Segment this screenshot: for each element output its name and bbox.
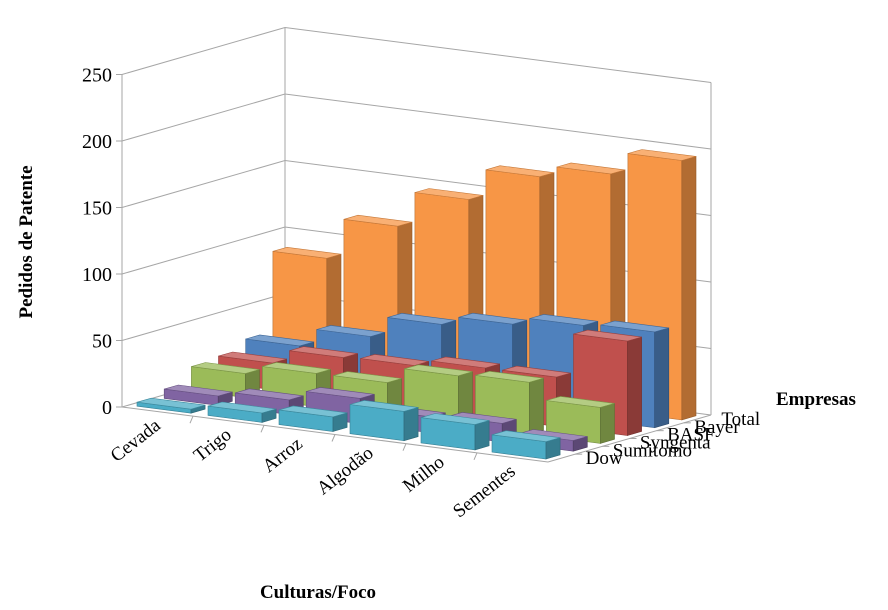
bar-top-face — [191, 362, 260, 374]
bar-top-face — [218, 351, 287, 364]
bar-top-face — [207, 401, 277, 414]
z-tick-label-2: Syngenta — [640, 432, 711, 453]
grid-layer — [116, 26, 712, 463]
bar-top-face — [278, 405, 348, 418]
bar-top-face — [349, 400, 419, 412]
z-tick-label-4: Bayer — [694, 417, 740, 438]
z-tick-label-3: BASF — [667, 425, 715, 446]
bar-top-face — [491, 430, 561, 443]
x-tick-label-4: Milho — [399, 452, 449, 497]
x-tick-mark-1 — [189, 415, 194, 424]
bar-top-face — [420, 413, 490, 425]
bar-top-face — [529, 314, 598, 326]
bar-top-face — [458, 312, 527, 325]
y-tick-label-100: 100 — [82, 264, 112, 286]
x-tick-label-0: Cevada — [107, 415, 165, 467]
bar-top-face — [431, 356, 500, 369]
bar-top-face — [306, 387, 375, 399]
y-tick-label-250: 250 — [82, 65, 112, 87]
bar-dow-1 — [207, 401, 277, 423]
y-tick-label-200: 200 — [82, 131, 112, 153]
y-tick-label-150: 150 — [82, 198, 112, 220]
bar-top-face — [573, 329, 642, 342]
y-tick-label-0: 0 — [102, 397, 112, 419]
bar-top-face — [316, 325, 385, 337]
bar-top-face — [136, 397, 206, 410]
bar-side-face — [627, 336, 642, 436]
bar-top-face — [556, 162, 626, 175]
bar-dow-3 — [349, 400, 419, 442]
z-axis-title: Empresas — [776, 389, 856, 410]
bar-top-face — [627, 149, 697, 161]
bar-top-face — [414, 188, 484, 200]
bar-top-face — [235, 388, 304, 401]
bar-top-face — [164, 384, 233, 397]
x-tick-label-1: Trigo — [190, 424, 236, 466]
y-tick-label-50: 50 — [92, 331, 112, 353]
bar-side-face — [681, 156, 697, 421]
z-tick-label-0: Dow — [586, 448, 623, 469]
bar-top-face — [387, 312, 456, 325]
bar-top-face — [262, 362, 331, 374]
x-tick-label-5: Sementes — [449, 461, 519, 522]
bar-side-face — [528, 377, 544, 435]
bar-dow-0 — [136, 397, 206, 414]
x-tick-label-2: Arroz — [259, 433, 307, 477]
bar-side-face — [599, 403, 615, 444]
bar-side-face — [474, 420, 490, 451]
bar-top-face — [333, 371, 402, 383]
y-axis-title: Pedidos de Patente — [16, 165, 37, 318]
z-tick-label-1: Sumitomo — [613, 440, 692, 461]
bar-top-face — [546, 396, 615, 408]
gridline-250 — [121, 26, 712, 83]
bar-top-face — [272, 246, 342, 259]
bar-layer — [136, 149, 697, 460]
bar-top-face — [289, 346, 358, 358]
bar-top-face — [343, 214, 413, 227]
bar-side-face — [654, 327, 670, 429]
bar-top-face — [475, 370, 544, 383]
bar-top-face — [404, 364, 473, 377]
bar-side-face — [403, 407, 419, 442]
bar-dow-4 — [420, 413, 490, 451]
x-tick-mark-2 — [260, 425, 265, 433]
x-axis-title: Culturas/Foco — [260, 582, 376, 603]
bar-dow-2 — [278, 405, 348, 432]
x-tick-mark-4 — [402, 443, 407, 451]
z-tick-label-5: Total — [721, 409, 760, 430]
gridline-200 — [121, 93, 712, 150]
bar-top-face — [360, 354, 429, 366]
x-tick-mark-3 — [331, 434, 336, 442]
bar-top-face — [245, 334, 314, 347]
bar-top-face — [502, 365, 571, 378]
x-tick-mark-5 — [473, 452, 478, 461]
bar-top-face — [485, 165, 555, 178]
bar-top-face — [600, 320, 669, 333]
bar-dow-5 — [491, 430, 561, 460]
x-tick-label-3: Algodão — [313, 442, 377, 499]
